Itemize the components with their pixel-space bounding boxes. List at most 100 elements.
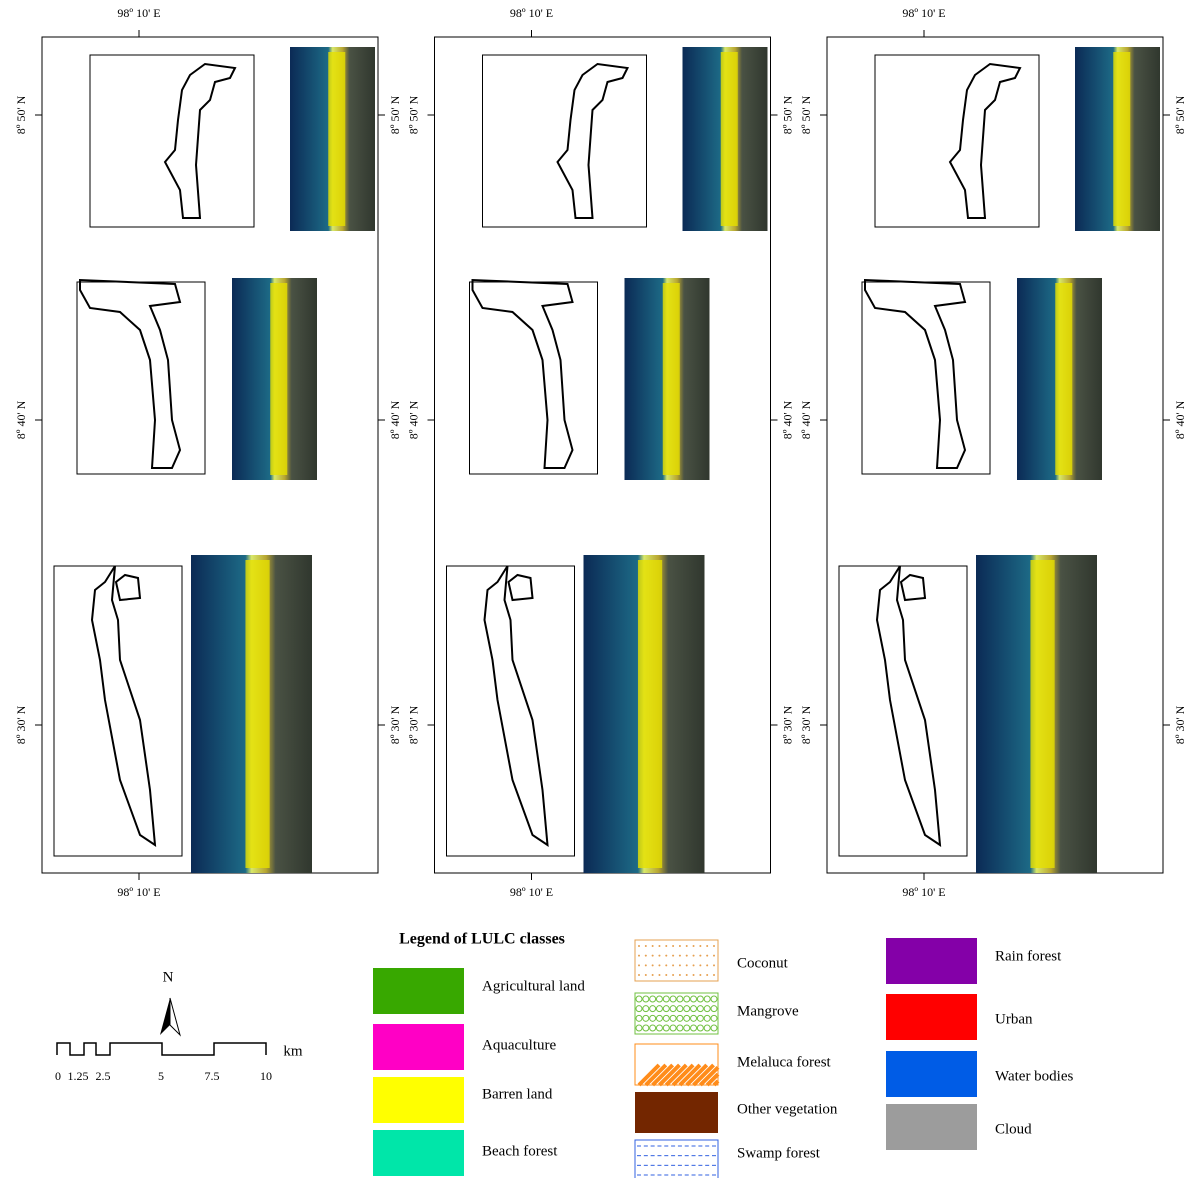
swatch-pattern — [672, 955, 674, 957]
swatch-pattern — [699, 955, 701, 957]
swatch-pattern — [686, 964, 688, 966]
swatch-pattern — [638, 964, 640, 966]
swatch-pattern — [652, 955, 654, 957]
swatch-pattern — [706, 945, 708, 947]
scale-label: 1.25 — [68, 1069, 89, 1083]
inset-frame — [77, 282, 205, 474]
swatch-pattern — [658, 964, 660, 966]
scale-label: 0 — [55, 1069, 61, 1083]
classified-strip — [1055, 283, 1072, 475]
classified-strip — [1113, 52, 1130, 226]
legend-swatch — [373, 1130, 464, 1176]
swatch-pattern — [706, 955, 708, 957]
swatch-pattern — [706, 974, 708, 976]
latitude-label: 8º 50' N — [799, 95, 813, 134]
swatch-pattern — [693, 945, 695, 947]
scale-unit: km — [283, 1043, 303, 1059]
scale-label: 10 — [260, 1069, 272, 1083]
swatch-pattern — [706, 964, 708, 966]
inset-frame — [483, 55, 647, 227]
swatch-pattern — [679, 974, 681, 976]
inset-frame — [875, 55, 1039, 227]
scale-bar — [57, 1043, 266, 1055]
legend-label: Mangrove — [737, 1003, 799, 1019]
swatch-pattern — [652, 974, 654, 976]
north-arrow — [160, 998, 170, 1035]
legend-title: Legend of LULC classes — [399, 931, 565, 948]
scale-label: 5 — [158, 1069, 164, 1083]
legend-label: Coconut — [737, 955, 789, 971]
legend-label: Water bodies — [995, 1068, 1074, 1084]
legend-swatch — [373, 968, 464, 1014]
inset-frame — [90, 55, 254, 227]
inset-frame — [470, 282, 598, 474]
latitude-label: 8º 40' N — [1173, 400, 1185, 439]
latitude-label: 8º 50' N — [1173, 95, 1185, 134]
inset-frame — [839, 566, 967, 856]
swatch-pattern — [652, 945, 654, 947]
legend-label: Agricultural land — [482, 978, 585, 994]
swatch-pattern — [679, 955, 681, 957]
swatch-pattern — [693, 964, 695, 966]
swatch-pattern — [686, 945, 688, 947]
classified-strip — [245, 560, 269, 868]
legend-label: Urban — [995, 1011, 1033, 1027]
legend-label: Barren land — [482, 1086, 553, 1102]
latitude-label: 8º 40' N — [406, 400, 420, 439]
classified-strip — [1030, 560, 1054, 868]
swatch-pattern — [679, 945, 681, 947]
legend-swatch — [635, 940, 718, 981]
swatch-pattern — [638, 945, 640, 947]
scale-label: 2.5 — [96, 1069, 111, 1083]
longitude-label: 98º 10' E — [510, 885, 553, 899]
swatch-pattern — [645, 945, 647, 947]
classified-strip — [638, 560, 662, 868]
swatch-pattern — [665, 945, 667, 947]
swatch-pattern — [658, 945, 660, 947]
swatch-pattern — [672, 945, 674, 947]
legend-label: Beach forest — [482, 1143, 558, 1159]
classified-strip — [328, 52, 345, 226]
swatch-pattern — [713, 945, 715, 947]
latitude-label: 8º 50' N — [780, 95, 794, 134]
longitude-label: 98º 10' E — [510, 6, 553, 20]
swatch-pattern — [699, 964, 701, 966]
classified-strip — [663, 283, 680, 475]
swatch-pattern — [638, 955, 640, 957]
map-panel: 98º 10' E 98º 10' E 8º 50' N 8º 50' N 8º 40'… — [406, 6, 794, 899]
swatch-pattern — [665, 964, 667, 966]
swatch-pattern — [672, 964, 674, 966]
swatch-pattern — [658, 974, 660, 976]
latitude-label: 8º 40' N — [799, 400, 813, 439]
inset-frame — [447, 566, 575, 856]
swatch-pattern — [699, 974, 701, 976]
swatch-pattern — [645, 964, 647, 966]
latitude-label: 8º 30' N — [1173, 705, 1185, 744]
legend-swatch — [886, 1104, 977, 1150]
swatch-pattern — [713, 955, 715, 957]
swatch-pattern — [645, 974, 647, 976]
swatch-pattern — [714, 1081, 718, 1085]
longitude-label: 98º 10' E — [117, 885, 160, 899]
latitude-label: 8º 30' N — [780, 705, 794, 744]
legend-label: Melaluca forest — [737, 1054, 832, 1070]
swatch-pattern — [713, 964, 715, 966]
latitude-label: 8º 40' N — [780, 400, 794, 439]
latitude-label: 8º 30' N — [799, 705, 813, 744]
legend-label: Swamp forest — [737, 1145, 821, 1161]
swatch-pattern — [686, 974, 688, 976]
swatch-pattern — [665, 955, 667, 957]
longitude-label: 98º 10' E — [902, 6, 945, 20]
swatch-pattern — [658, 955, 660, 957]
classified-strip — [270, 283, 287, 475]
swatch-pattern — [645, 955, 647, 957]
inset-frame — [54, 566, 182, 856]
latitude-label: 8º 50' N — [388, 95, 402, 134]
latitude-label: 8º 50' N — [406, 95, 420, 134]
legend-label: Cloud — [995, 1121, 1032, 1137]
longitude-label: 98º 10' E — [902, 885, 945, 899]
legend-swatch — [373, 1024, 464, 1070]
swatch-pattern — [713, 974, 715, 976]
scale-label: 7.5 — [205, 1069, 220, 1083]
classified-strip — [721, 52, 738, 226]
